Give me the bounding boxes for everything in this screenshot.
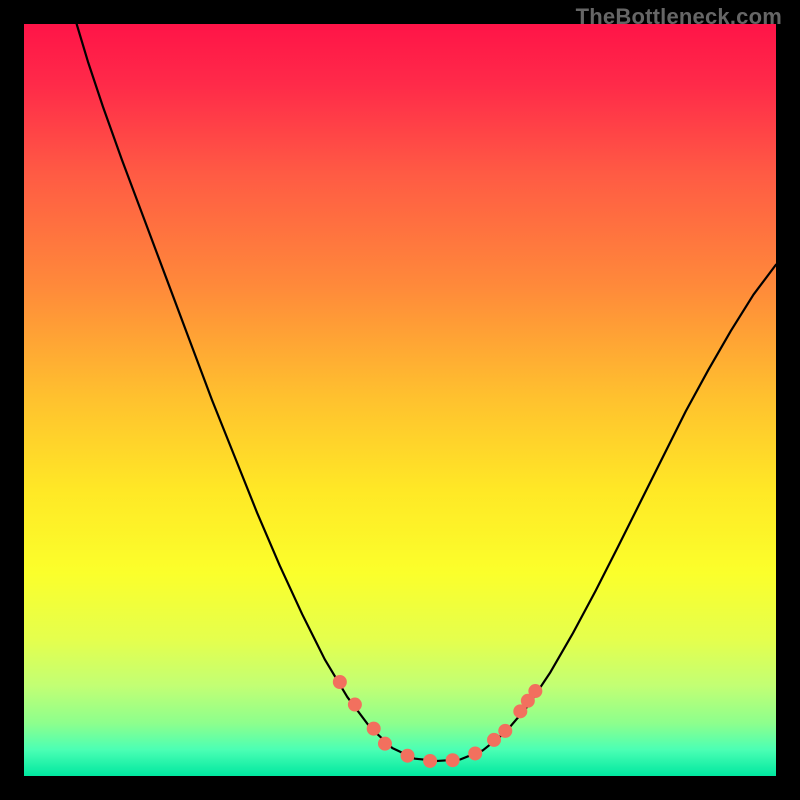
curve-marker <box>499 724 512 737</box>
chart-plot-background <box>24 24 776 776</box>
curve-marker <box>401 749 414 762</box>
curve-marker <box>378 737 391 750</box>
curve-marker <box>529 685 542 698</box>
curve-marker <box>424 754 437 767</box>
curve-marker <box>446 754 459 767</box>
chart-frame: TheBottleneck.com <box>0 0 800 800</box>
curve-marker <box>488 733 501 746</box>
curve-marker <box>469 747 482 760</box>
curve-marker <box>333 676 346 689</box>
curve-marker <box>348 698 361 711</box>
bottleneck-chart <box>0 0 800 800</box>
curve-marker <box>367 722 380 735</box>
watermark-label: TheBottleneck.com <box>576 4 782 30</box>
